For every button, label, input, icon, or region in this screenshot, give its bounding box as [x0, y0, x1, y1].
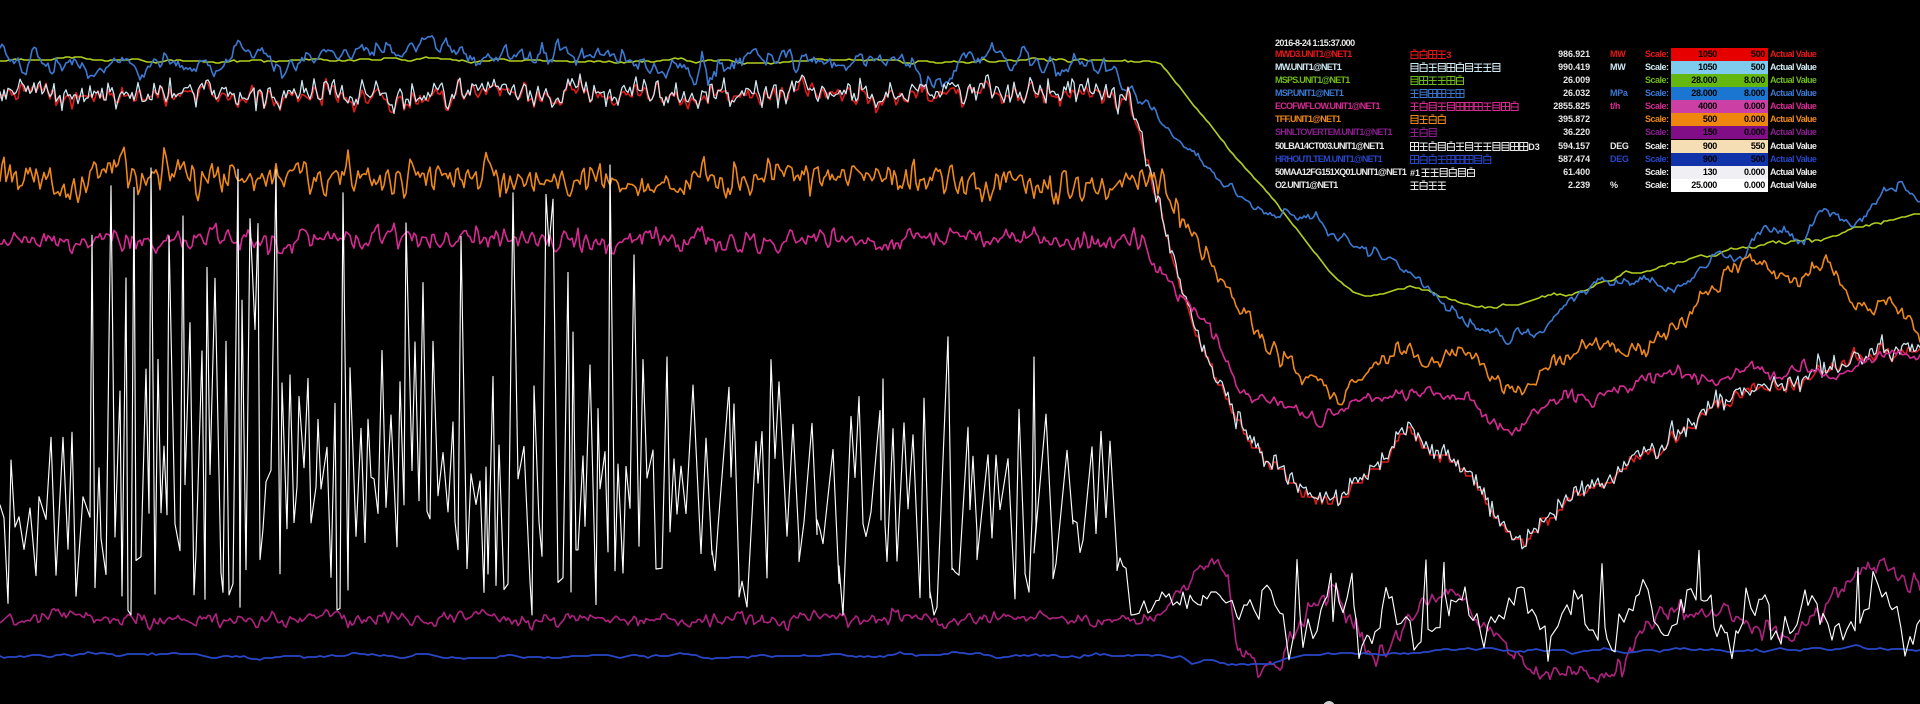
svg-text:#1: #1 [1410, 168, 1420, 178]
svg-text:D3: D3 [1528, 142, 1540, 152]
svg-text:3: 3 [1446, 50, 1451, 60]
